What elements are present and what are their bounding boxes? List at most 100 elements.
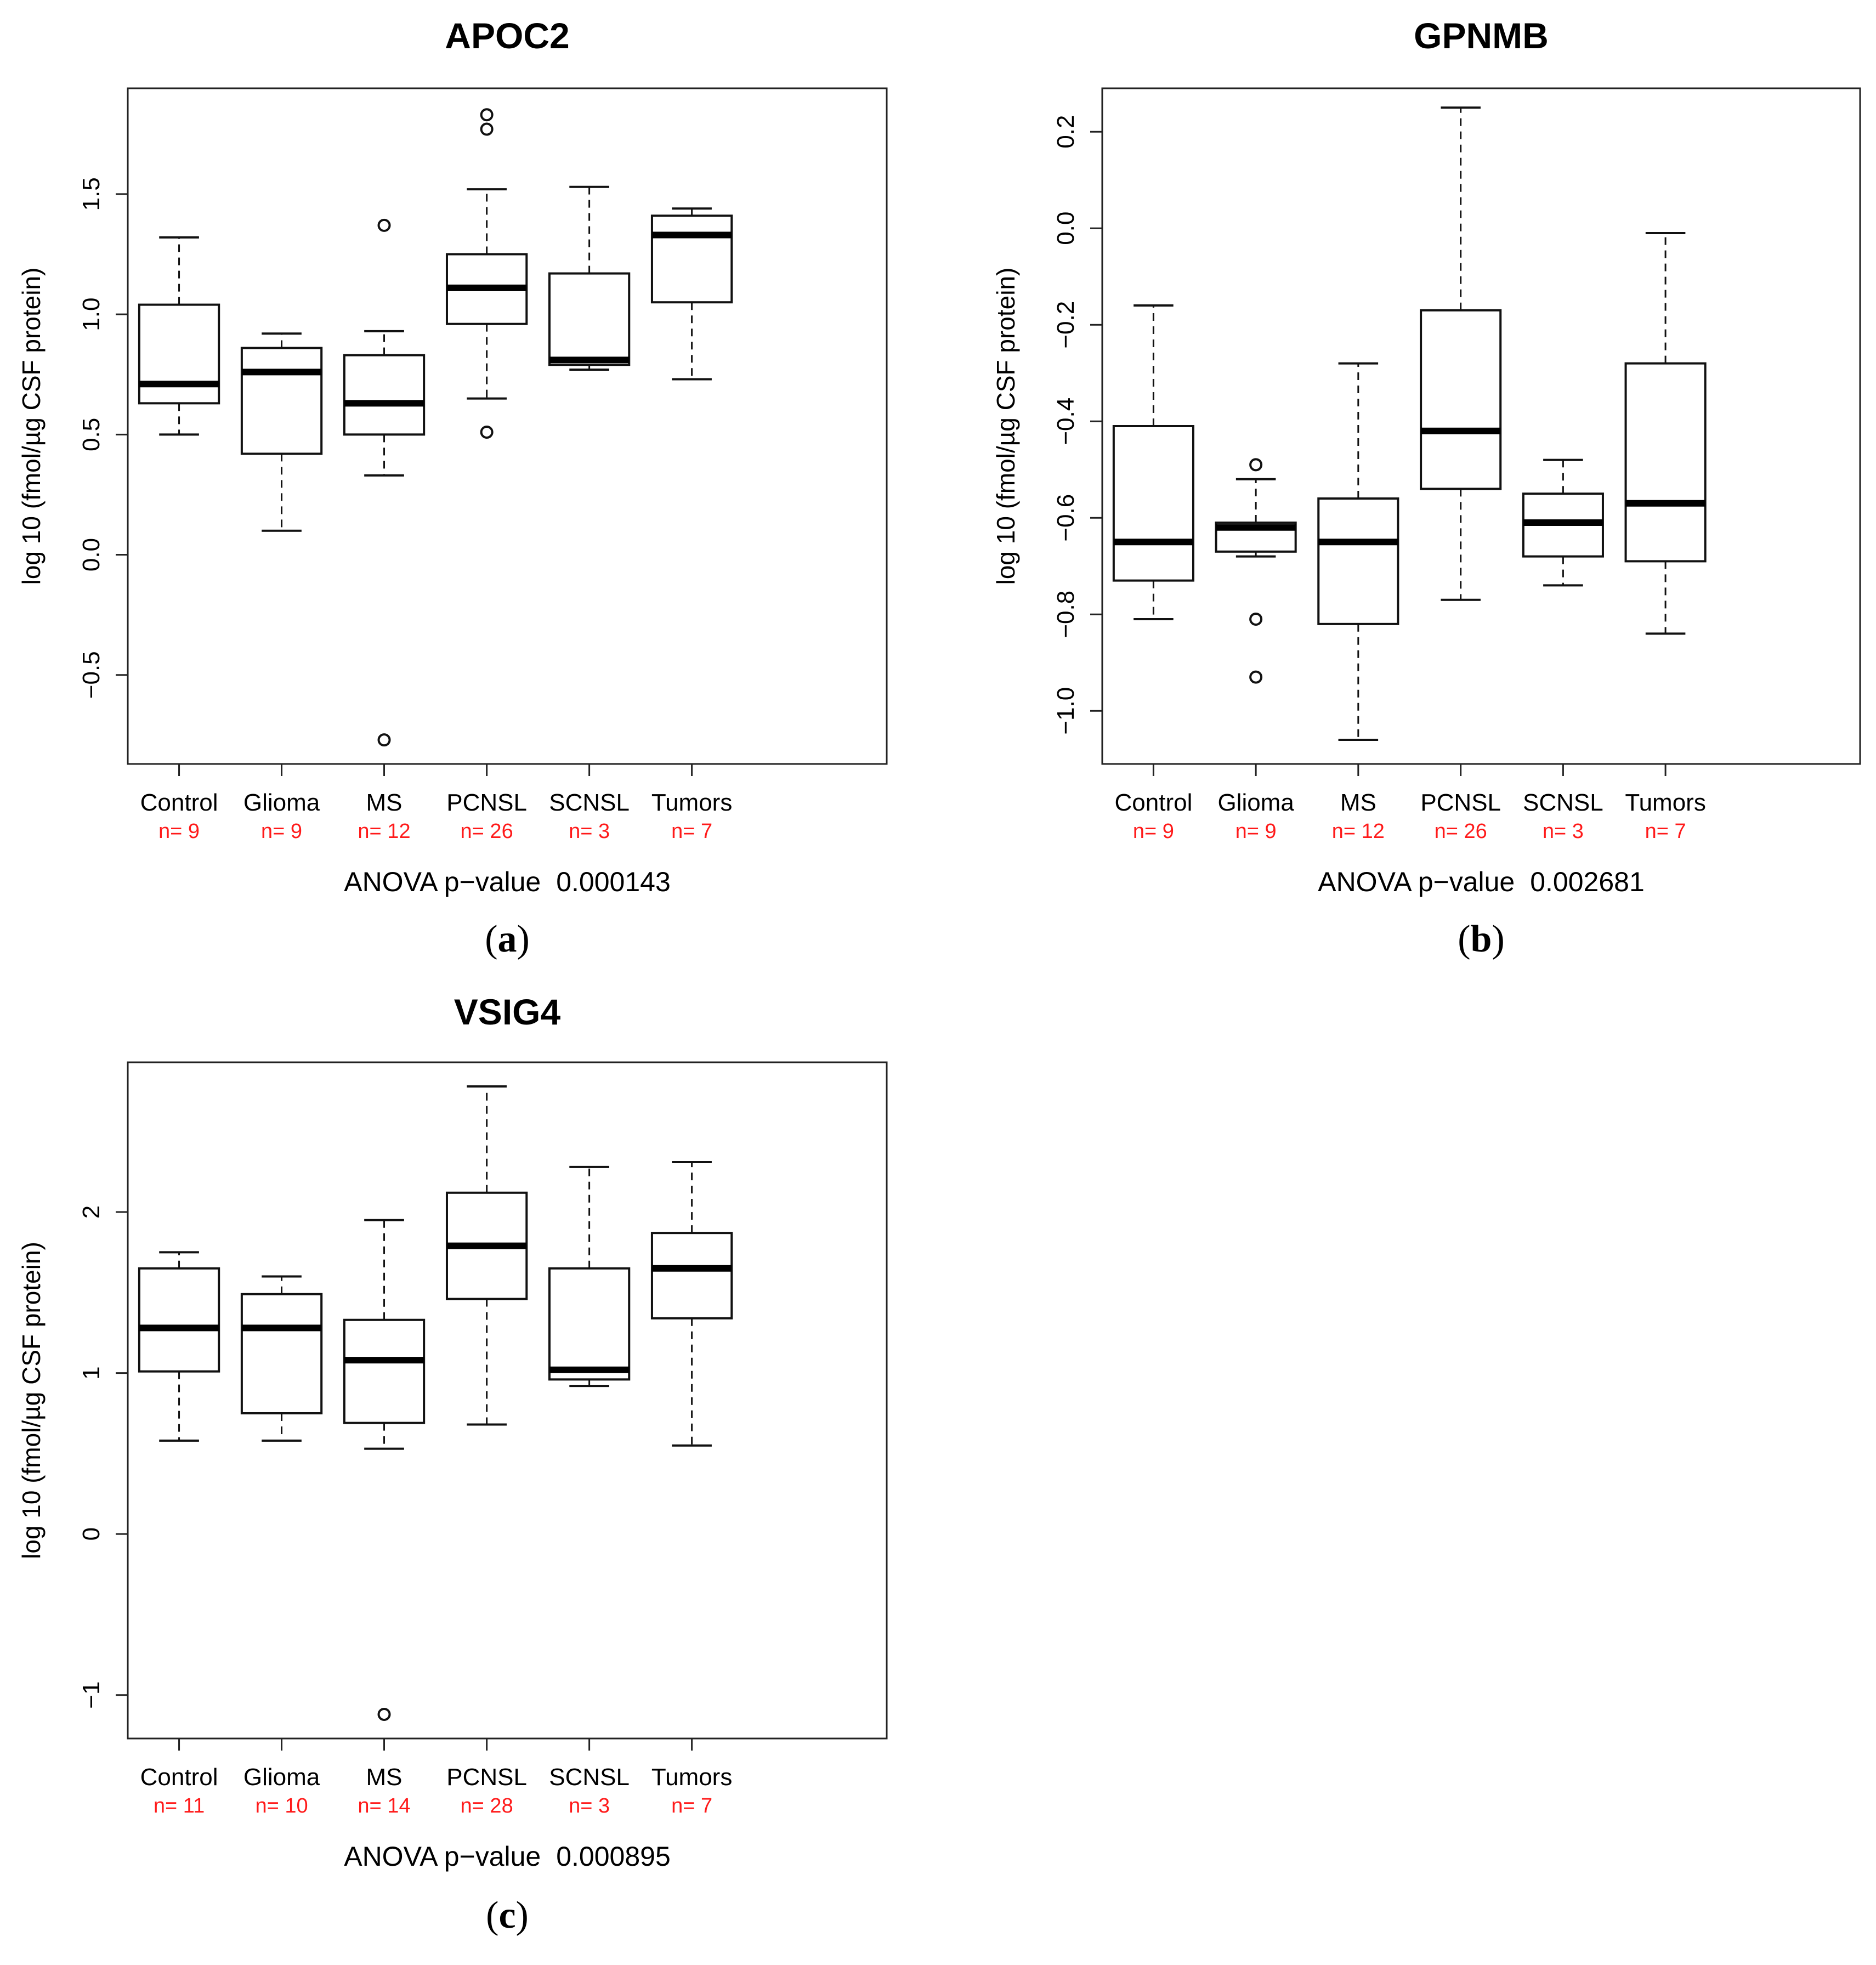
iqr-box (343, 1318, 426, 1424)
n-count-label: n= 12 (1332, 820, 1385, 843)
outlier-point (377, 1707, 391, 1721)
panel-c: VSIG4 −1 0 1 2 log 10 (fmol/µg CSF protein) Co… (17, 992, 888, 1936)
iqr-box (1112, 425, 1194, 582)
y-tick-label: −0.2 (1052, 301, 1079, 349)
paren-close: ) (1492, 918, 1504, 960)
category-label: Control (1115, 789, 1193, 816)
y-tick-label: 0 (78, 1527, 105, 1541)
y-tick-label: 1.5 (78, 177, 105, 211)
panel-letter-value: b (1471, 918, 1492, 960)
iqr-box (548, 272, 631, 366)
n-count-label: n= 11 (154, 1794, 205, 1817)
y-tick-label: −1 (78, 1681, 105, 1709)
category-label: Glioma (243, 1764, 320, 1791)
n-count-label: n= 9 (1133, 820, 1174, 843)
n-count-label: n= 9 (261, 820, 302, 843)
y-axis-label: log 10 (fmol/µg CSF protein) (17, 1242, 46, 1559)
panel-letter-value: c (498, 1894, 515, 1936)
chart-title: APOC2 (445, 15, 569, 56)
y-tick-label: −0.5 (78, 651, 105, 699)
panel-a: APOC2 −0.5 0.0 0.5 1.0 1.5 log 10 (fmol/µg CSF… (17, 15, 888, 960)
outlier-point (480, 425, 494, 439)
paren-open: ( (485, 918, 497, 960)
box-control (1112, 304, 1194, 620)
anova-caption: ANOVA p−value 0.000895 (344, 1841, 671, 1872)
panel-letter-value: a (498, 918, 517, 960)
category-label: Glioma (243, 789, 320, 816)
iqr-box (650, 214, 733, 304)
outlier-point (377, 733, 391, 747)
y-tick-label: 1.0 (78, 298, 105, 331)
iqr-box (1624, 362, 1707, 563)
anova-value: 0.000143 (556, 867, 671, 897)
anova-caption: ANOVA p−value 0.002681 (1318, 867, 1645, 897)
anova-value: 0.002681 (1530, 867, 1645, 897)
outlier-point (480, 122, 494, 136)
panel-letter: (c) (486, 1894, 529, 1936)
anova-label: ANOVA p−value (344, 867, 541, 897)
panel-letter: (a) (485, 918, 530, 960)
category-label: MS (1340, 789, 1376, 816)
box-tumors (650, 207, 733, 381)
n-count-label: n= 3 (569, 820, 610, 843)
box-scnsl (1522, 458, 1604, 587)
category-label: Control (140, 1764, 218, 1791)
y-tick-label: 0.5 (78, 418, 105, 451)
y-tick-label: −1.0 (1052, 687, 1079, 735)
box-tumors (1624, 232, 1707, 635)
category-label: Glioma (1217, 789, 1294, 816)
iqr-box (138, 303, 220, 405)
category-label: SCNSL (549, 789, 630, 816)
anova-label: ANOVA p−value (344, 1841, 541, 1872)
category-label: MS (366, 1764, 403, 1791)
iqr-box (343, 354, 426, 436)
box-ms (343, 218, 426, 747)
paren-close: ) (516, 1894, 529, 1936)
category-label: PCNSL (446, 1764, 527, 1791)
box-control (138, 236, 220, 436)
iqr-box (240, 347, 323, 455)
box-glioma (240, 332, 323, 532)
box-scnsl (548, 1165, 631, 1388)
box-scnsl (548, 185, 631, 371)
outlier-point (1249, 613, 1263, 626)
y-tick-label: 0.0 (1052, 212, 1079, 245)
anova-label: ANOVA p−value (1318, 867, 1515, 897)
plot-frame (127, 87, 888, 765)
n-count-label: n= 12 (358, 820, 410, 843)
n-count-label: n= 7 (671, 820, 712, 843)
box-pcnsl (445, 108, 528, 439)
iqr-box (650, 1232, 733, 1320)
box-pcnsl (1420, 106, 1502, 601)
chart-title: GPNMB (1414, 15, 1549, 56)
box-glioma (240, 1275, 323, 1442)
anova-value: 0.000895 (556, 1841, 671, 1872)
box-tumors (650, 1161, 733, 1447)
paren-close: ) (517, 918, 530, 960)
y-tick-label: −0.6 (1052, 494, 1079, 542)
n-count-label: n= 26 (1435, 820, 1487, 843)
n-count-label: n= 3 (1543, 820, 1584, 843)
y-tick-label: 0.0 (78, 538, 105, 571)
y-tick-label: −0.8 (1052, 591, 1079, 638)
n-count-label: n= 10 (255, 1794, 308, 1817)
category-label: Tumors (1625, 789, 1706, 816)
n-count-label: n= 14 (358, 1794, 410, 1817)
category-label: SCNSL (1523, 789, 1603, 816)
chart-title: VSIG4 (454, 992, 561, 1032)
category-label: Control (140, 789, 218, 816)
paren-open: ( (486, 1894, 498, 1936)
n-count-label: n= 7 (671, 1794, 712, 1817)
box-glioma (1215, 458, 1297, 684)
n-count-label: n= 7 (1645, 820, 1686, 843)
iqr-box (548, 1267, 631, 1381)
y-tick-label: −0.4 (1052, 398, 1079, 445)
outlier-point (377, 218, 391, 232)
category-label: Tumors (651, 1764, 733, 1791)
panel-letter: (b) (1458, 918, 1505, 960)
y-axis-label: log 10 (fmol/µg CSF protein) (991, 268, 1020, 585)
box-control (138, 1251, 220, 1442)
n-count-label: n= 9 (158, 820, 200, 843)
iqr-box (1317, 497, 1399, 625)
